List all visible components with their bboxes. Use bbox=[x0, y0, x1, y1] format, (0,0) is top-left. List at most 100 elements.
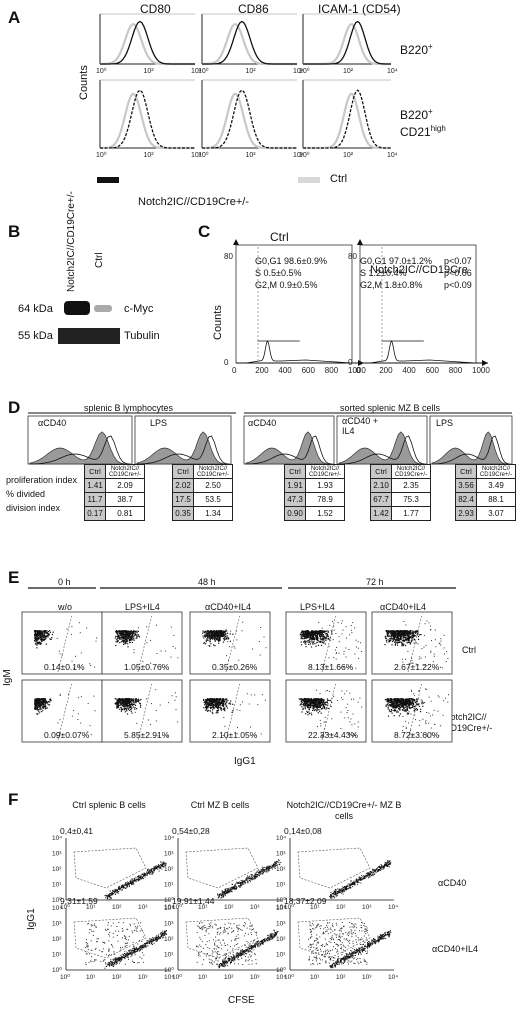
dot bbox=[137, 630, 139, 632]
dot bbox=[397, 632, 399, 635]
dot bbox=[132, 631, 134, 633]
panel-e-time-48: 48 h bbox=[198, 577, 216, 587]
dot bbox=[125, 641, 127, 643]
dot bbox=[350, 666, 352, 668]
dot bbox=[386, 632, 388, 634]
dot bbox=[447, 658, 449, 660]
dot bbox=[116, 639, 118, 641]
dot bbox=[129, 636, 131, 638]
dot bbox=[117, 888, 119, 890]
dot bbox=[312, 643, 314, 645]
dot bbox=[156, 624, 157, 626]
dot bbox=[119, 633, 121, 635]
blot-cmyc-band-ctrl bbox=[94, 305, 112, 312]
dot bbox=[128, 882, 130, 883]
dot bbox=[214, 637, 216, 639]
dot bbox=[317, 640, 318, 642]
dot bbox=[390, 630, 392, 632]
dot bbox=[355, 639, 357, 641]
dot bbox=[345, 656, 347, 658]
dot bbox=[120, 635, 122, 637]
dot bbox=[209, 632, 211, 634]
dot bbox=[242, 621, 244, 623]
dot bbox=[417, 631, 419, 633]
dot bbox=[336, 652, 337, 654]
dot bbox=[130, 639, 132, 641]
dot bbox=[395, 630, 397, 632]
dotplot-frame bbox=[101, 611, 183, 675]
dot bbox=[214, 635, 216, 637]
dot bbox=[391, 632, 393, 634]
dot bbox=[59, 653, 61, 655]
dot bbox=[35, 630, 37, 632]
tick-label: 10⁴ bbox=[387, 68, 398, 75]
dot bbox=[252, 648, 253, 650]
dot bbox=[223, 631, 225, 634]
dot bbox=[301, 631, 303, 633]
dot bbox=[402, 630, 404, 632]
tg-histogram bbox=[303, 89, 391, 149]
dot bbox=[392, 639, 394, 641]
dot bbox=[43, 635, 45, 637]
dot bbox=[46, 635, 48, 637]
dot bbox=[424, 623, 426, 625]
dot bbox=[321, 631, 323, 633]
dot bbox=[323, 631, 325, 633]
dot bbox=[122, 638, 124, 640]
dot bbox=[217, 634, 219, 636]
dot bbox=[218, 631, 220, 633]
index-table: Ctrl Notch2IC// CD19Cre+/- 3.56 3.49 82.4 88.… bbox=[455, 464, 516, 521]
dot bbox=[220, 635, 222, 637]
dot bbox=[406, 638, 409, 641]
dot bbox=[116, 632, 118, 634]
dot bbox=[204, 635, 206, 637]
dot bbox=[307, 635, 309, 637]
dot bbox=[260, 627, 262, 628]
dot bbox=[319, 634, 322, 636]
dot bbox=[160, 866, 162, 868]
dot bbox=[388, 635, 390, 637]
dot bbox=[430, 650, 432, 652]
dot bbox=[36, 644, 38, 646]
dot bbox=[307, 636, 309, 638]
dot bbox=[125, 632, 128, 634]
dot bbox=[217, 636, 219, 638]
dot bbox=[440, 666, 441, 668]
dot bbox=[326, 638, 328, 640]
dot bbox=[116, 632, 118, 634]
dot bbox=[158, 870, 160, 872]
dot bbox=[228, 637, 230, 640]
dot bbox=[401, 639, 404, 642]
y-tick-label: 0 bbox=[348, 358, 353, 367]
y-tick-label: 10³ bbox=[52, 851, 62, 858]
dot bbox=[307, 640, 309, 642]
dot bbox=[34, 637, 36, 639]
dot bbox=[153, 866, 155, 868]
panel-c-right-stat-1: G0,G1 97.0±1.2% bbox=[360, 256, 432, 266]
x-tick-label: 10³ bbox=[138, 904, 148, 911]
dot bbox=[405, 636, 407, 638]
dot bbox=[143, 875, 145, 877]
panel-a-letter: A bbox=[8, 8, 21, 27]
dot bbox=[300, 644, 303, 646]
dot bbox=[301, 630, 303, 632]
dot bbox=[35, 634, 37, 636]
ctrl-value: 2.10 bbox=[370, 478, 392, 493]
dot bbox=[207, 634, 209, 637]
dot bbox=[120, 636, 122, 638]
dot bbox=[315, 635, 318, 637]
dot bbox=[34, 630, 36, 632]
dot bbox=[112, 893, 113, 895]
dot bbox=[148, 869, 150, 871]
dot bbox=[131, 638, 133, 640]
dot bbox=[122, 636, 124, 638]
dot bbox=[135, 633, 137, 635]
dot bbox=[208, 639, 210, 641]
dot bbox=[323, 630, 325, 632]
panel-c-left-stat-2: S 0.5±0.5% bbox=[255, 268, 302, 278]
tg-filled-histogram bbox=[431, 431, 510, 465]
dot bbox=[349, 634, 351, 636]
dot bbox=[115, 640, 117, 643]
dot bbox=[397, 630, 399, 632]
